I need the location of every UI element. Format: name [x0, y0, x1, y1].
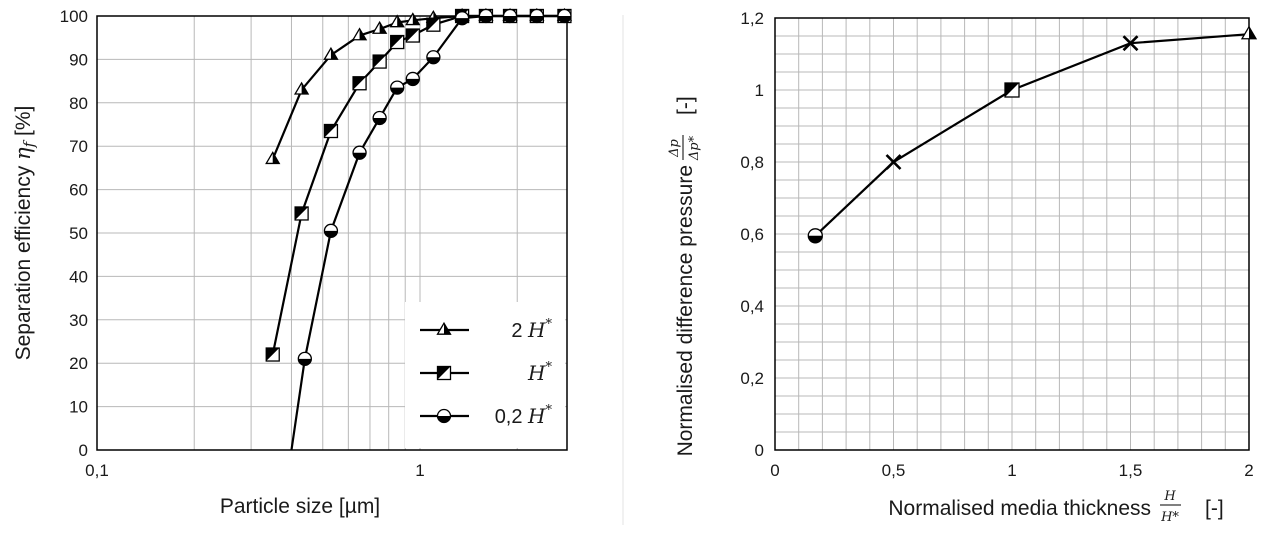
- x-axis-frac-num: H: [1163, 489, 1176, 504]
- legend-entries: 2 H* H* 0,2 H*: [420, 317, 553, 428]
- plot-frame: [96, 15, 568, 451]
- y-tick-label: 0: [79, 441, 88, 460]
- y-tick-label: 1,2: [740, 9, 764, 28]
- y-tick-label: 100: [60, 7, 88, 26]
- data-point: [390, 80, 405, 95]
- y-tick-label: 10: [69, 398, 88, 417]
- y-tick-labels: 0 0,2 0,4 0,6 0,8 1 1,2: [740, 9, 764, 460]
- data-point: [405, 12, 421, 26]
- series-group: [807, 25, 1258, 244]
- data-point: [265, 151, 281, 165]
- data-point: [372, 20, 388, 34]
- y-tick-labels: 0 10 20 30 40 50 60 70 80 90 100: [60, 7, 88, 460]
- legend-entry: H*: [420, 360, 553, 385]
- data-point: [372, 110, 387, 126]
- x-axis-label: Normalised media thickness H H* [-]: [888, 489, 1223, 525]
- y-tick-label: 30: [69, 311, 88, 330]
- legend-marker: [436, 408, 452, 424]
- y-tick-label: 60: [69, 181, 88, 200]
- data-point: [557, 8, 572, 24]
- data-point: [405, 71, 420, 87]
- data-point: [1122, 35, 1139, 52]
- x-axis-label-text: Normalised media thickness: [888, 497, 1151, 520]
- grid: [775, 18, 1249, 450]
- legend-marker: [436, 365, 452, 381]
- data-point: [426, 50, 441, 65]
- legend-box: [405, 302, 565, 448]
- series-circle: [290, 8, 572, 451]
- y-tick-label: 20: [69, 354, 88, 373]
- legend-label: H*: [527, 360, 552, 385]
- data-point: [294, 206, 309, 221]
- y-axis-label: Normalised difference pressure Δp Δp* [-…: [667, 96, 702, 456]
- x-axis-label: Particle size [µm]: [220, 495, 380, 518]
- data-point: [389, 14, 405, 28]
- data-point: [1240, 25, 1258, 40]
- data-point: [293, 81, 310, 95]
- x-tick-label: 1: [1007, 461, 1016, 480]
- data-point: [351, 27, 368, 41]
- y-axis-frac-num: Δp: [667, 138, 682, 157]
- data-point: [885, 154, 902, 170]
- data-point: [1004, 82, 1020, 98]
- x-tick-label: 0,1: [85, 461, 109, 480]
- y-axis-label-unit: [-]: [674, 96, 697, 115]
- data-point: [529, 8, 544, 24]
- y-tick-label: 0,6: [740, 225, 764, 244]
- data-point: [352, 76, 367, 91]
- x-tick-label: 1,5: [1119, 461, 1143, 480]
- legend-marker: [436, 321, 452, 335]
- data-point: [265, 347, 280, 362]
- y-tick-label: 0,4: [740, 297, 764, 316]
- y-tick-label: 40: [69, 267, 88, 286]
- data-point: [297, 351, 312, 367]
- legend-label: 2 H*: [511, 317, 552, 342]
- y-axis-label-subscript: f: [20, 139, 38, 148]
- y-axis-label-symbol: η: [11, 147, 35, 160]
- legend: 2 H* H* 0,2 H*: [405, 302, 565, 448]
- y-tick-label: 0,2: [740, 369, 764, 388]
- data-point: [426, 17, 441, 32]
- legend-label: 0,2 H*: [495, 403, 553, 428]
- y-axis-frac-den: Δp*: [687, 135, 702, 161]
- legend-entry: 2 H*: [420, 317, 553, 342]
- data-point: [352, 145, 367, 160]
- data-point: [405, 28, 420, 43]
- data-point: [454, 11, 470, 26]
- y-axis-label-text: Normalised difference pressure: [674, 165, 697, 456]
- data-point: [478, 8, 494, 24]
- x-tick-labels: 0 0,5 1 1,5 2: [770, 461, 1253, 480]
- y-tick-label: 50: [69, 224, 88, 243]
- plot-frame: [774, 17, 1250, 451]
- y-tick-label: 80: [69, 94, 88, 113]
- data-point: [323, 123, 339, 139]
- y-axis-label-unit: [%]: [12, 106, 35, 142]
- difference-pressure-chart: 0 0,2 0,4 0,6 0,8 1 1,2 0 0,5 1 1,5 2 Normalised m…: [667, 9, 1258, 525]
- series-line: [814, 33, 1250, 237]
- x-tick-label: 0,5: [882, 461, 906, 480]
- x-axis-label-unit: [-]: [1205, 497, 1224, 520]
- data-point: [372, 54, 387, 69]
- data-point: [390, 34, 405, 50]
- y-axis-label-text: Separation efficiency: [12, 160, 35, 360]
- legend-entry: 0,2 H*: [420, 403, 553, 428]
- data-point: [807, 228, 823, 244]
- y-tick-label: 0,8: [740, 153, 764, 172]
- x-tick-label: 0: [770, 461, 779, 480]
- y-tick-label: 0: [755, 441, 764, 460]
- y-tick-label: 1: [755, 81, 764, 100]
- x-axis-frac-den: H*: [1160, 510, 1179, 525]
- y-tick-label: 70: [69, 137, 88, 156]
- data-point: [323, 46, 339, 60]
- y-axis-label: Separation efficiency ηf [%]: [11, 106, 38, 361]
- y-tick-label: 90: [69, 50, 88, 69]
- x-tick-labels: 0,1 1: [85, 461, 425, 480]
- x-tick-label: 1: [415, 461, 424, 480]
- series-group: [265, 7, 573, 451]
- x-tick-label: 2: [1244, 461, 1253, 480]
- data-point: [502, 8, 518, 24]
- data-point: [323, 223, 339, 238]
